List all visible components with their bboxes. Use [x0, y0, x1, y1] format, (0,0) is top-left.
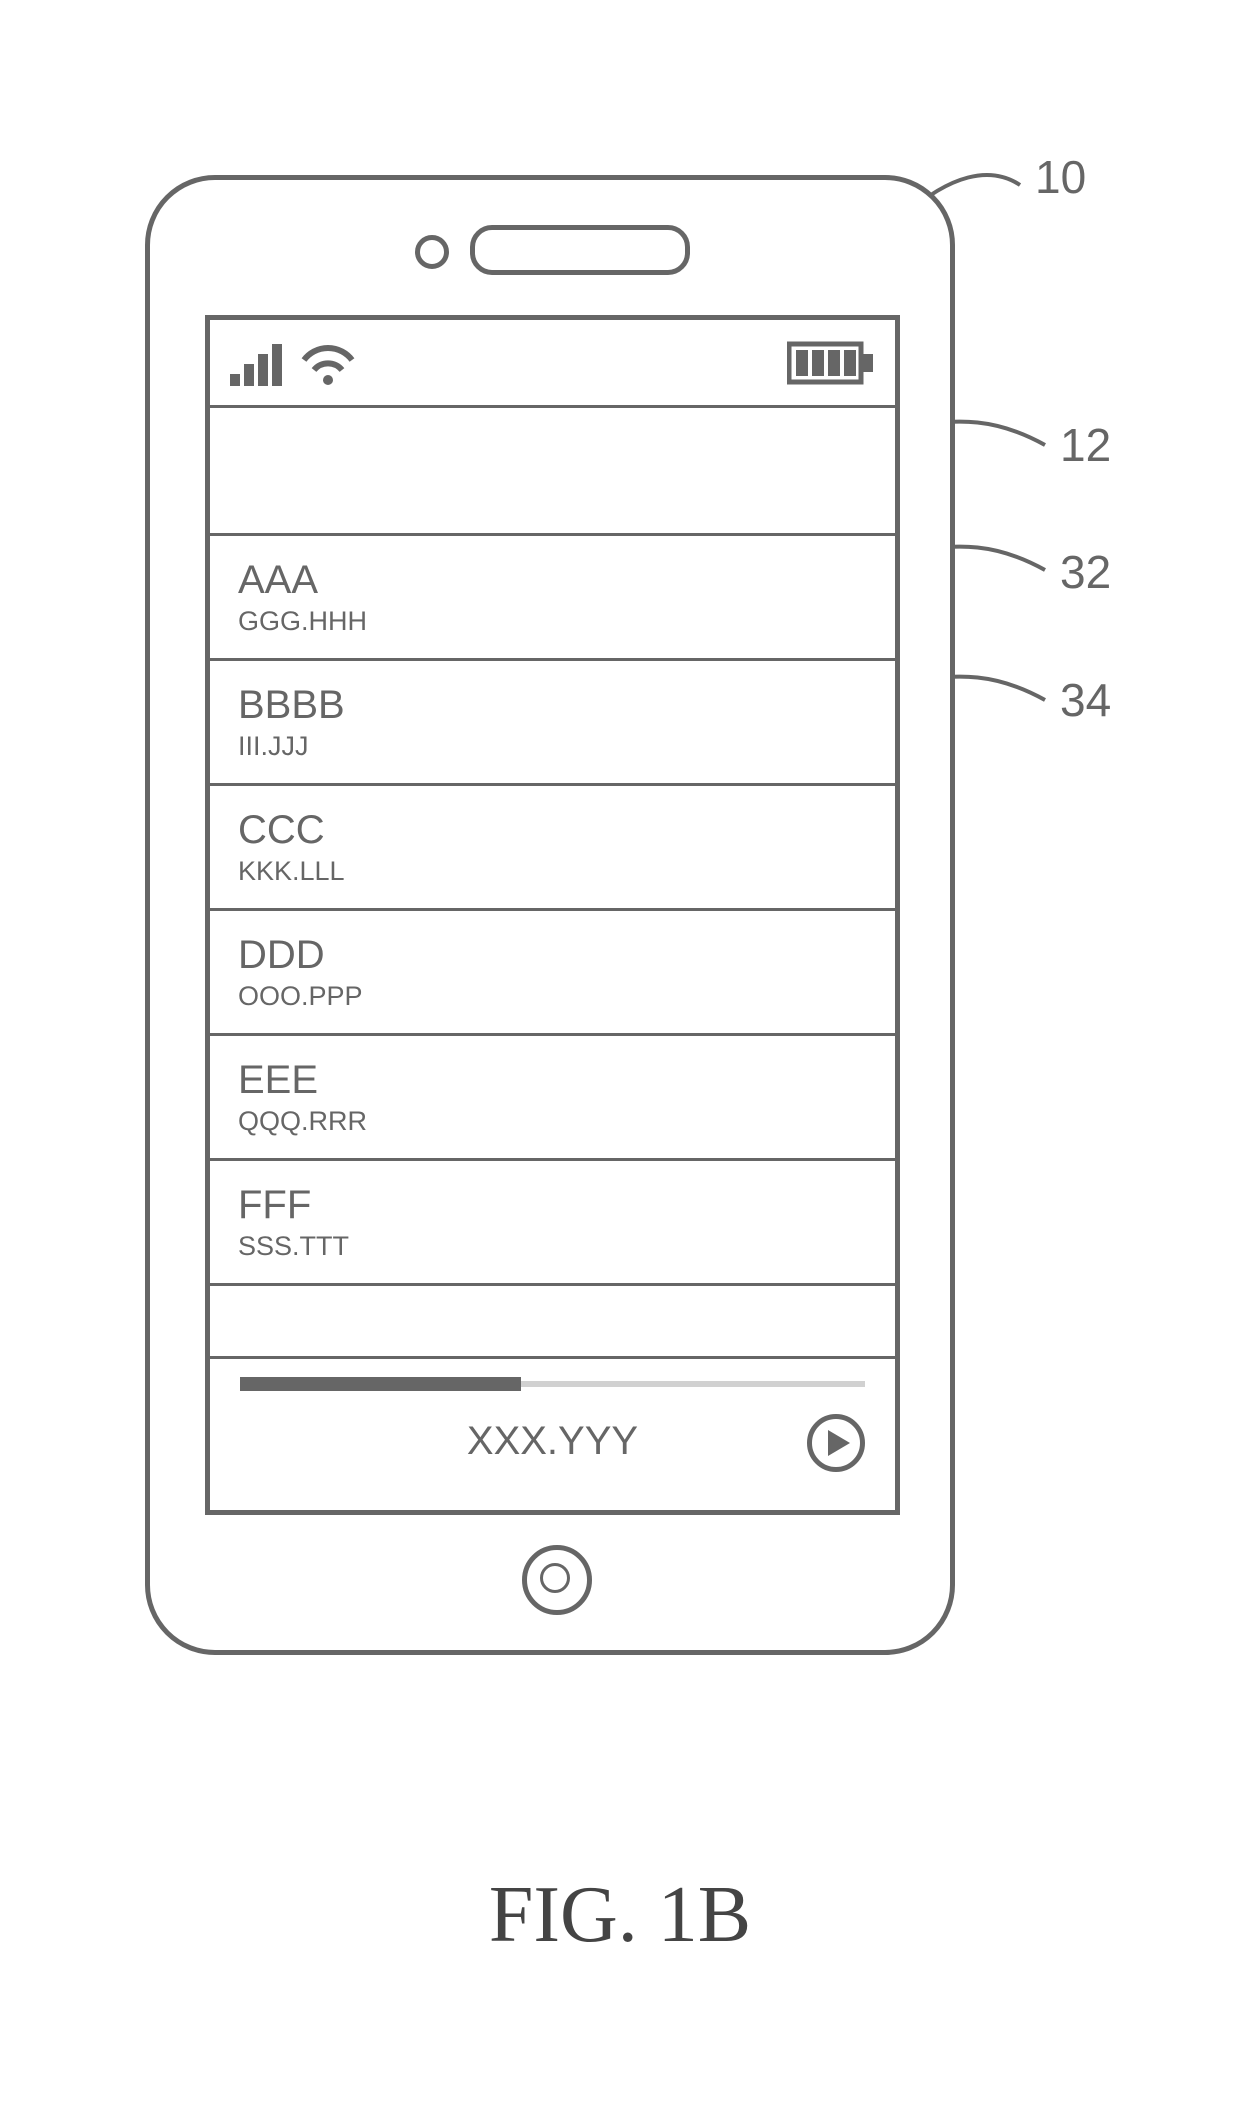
list-item-0[interactable]: AAA GGG.HHH: [210, 536, 895, 661]
header-blank-row: [210, 408, 895, 536]
list-item-title: BBBB: [238, 683, 895, 727]
list-item-sub: SSS.TTT: [238, 1232, 895, 1262]
speaker-grille: [470, 225, 690, 275]
list-item-5[interactable]: FFF SSS.TTT: [210, 1161, 895, 1286]
list-item-4[interactable]: EEE QQQ.RRR: [210, 1036, 895, 1161]
player-bar: XXX.YYY: [210, 1359, 895, 1499]
list-item-sub: GGG.HHH: [238, 607, 895, 637]
list-item-2[interactable]: CCC KKK.LLL: [210, 786, 895, 911]
list-item-sub: QQQ.RRR: [238, 1107, 895, 1137]
list-spacer-row: [210, 1286, 895, 1359]
phone-device: AAA GGG.HHH BBBB III.JJJ CCC KKK.LLL DDD…: [145, 175, 955, 1655]
callout-32: 32: [1060, 545, 1111, 599]
signal-icon: [230, 340, 290, 390]
callout-34: 34: [1060, 673, 1111, 727]
callout-12: 12: [1060, 418, 1111, 472]
list-item-title: AAA: [238, 558, 895, 602]
progress-fill: [240, 1377, 521, 1391]
list-item-sub: KKK.LLL: [238, 857, 895, 887]
battery-icon: [787, 338, 877, 388]
list-item-sub: OOO.PPP: [238, 982, 895, 1012]
list-item-3[interactable]: DDD OOO.PPP: [210, 911, 895, 1036]
list-item-title: EEE: [238, 1058, 895, 1102]
wifi-icon: [300, 338, 356, 388]
list-item-title: CCC: [238, 808, 895, 852]
screen: AAA GGG.HHH BBBB III.JJJ CCC KKK.LLL DDD…: [205, 315, 900, 1515]
home-button[interactable]: [522, 1545, 592, 1615]
list-item-sub: III.JJJ: [238, 732, 895, 762]
callout-10: 10: [1035, 150, 1086, 204]
list-item-1[interactable]: BBBB III.JJJ: [210, 661, 895, 786]
figure-caption: FIG. 1B: [0, 1870, 1240, 1961]
list-item-title: DDD: [238, 933, 895, 977]
play-button[interactable]: [807, 1414, 865, 1472]
list-item-title: FFF: [238, 1183, 895, 1227]
now-playing-label: XXX.YYY: [210, 1419, 895, 1464]
camera-dot: [415, 235, 449, 269]
status-bar: [210, 320, 895, 408]
